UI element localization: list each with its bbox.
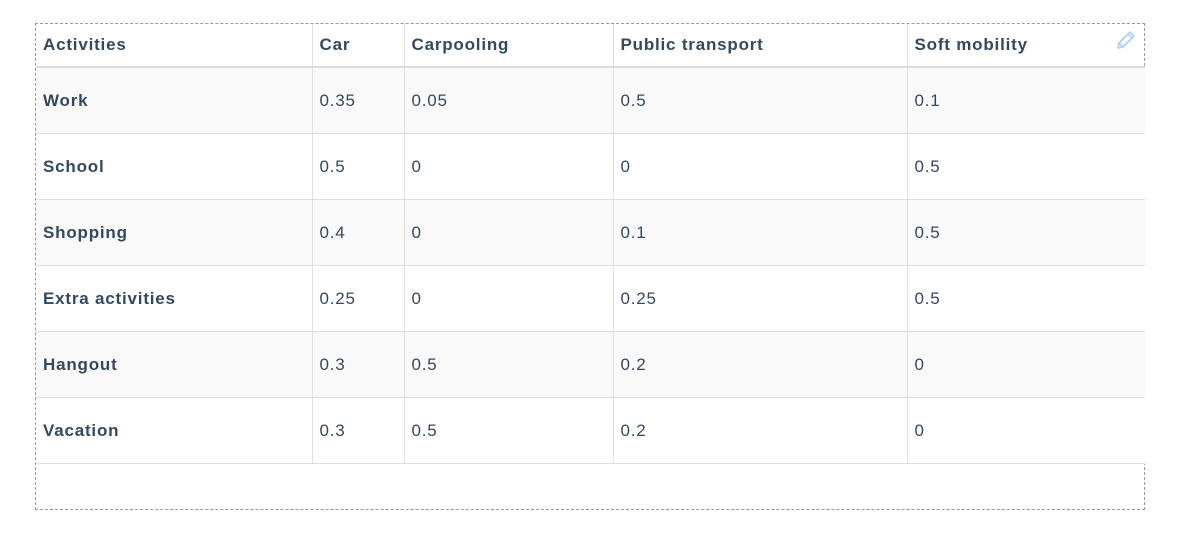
- row-label: Vacation: [36, 397, 313, 464]
- cell-carpooling: 0.5: [404, 331, 614, 398]
- cell-public-transport: 0.2: [613, 397, 908, 464]
- table-row: Shopping 0.4 0 0.1 0.5: [36, 199, 1145, 266]
- table-container: Activities Car Carpooling Public transpo…: [35, 23, 1145, 510]
- table-header-row: Activities Car Carpooling Public transpo…: [36, 24, 1145, 68]
- cell-car: 0.3: [312, 397, 405, 464]
- table-row: Vacation 0.3 0.5 0.2 0: [36, 397, 1145, 464]
- cell-car: 0.25: [312, 265, 405, 332]
- column-header-soft-mobility: Soft mobility: [907, 24, 1145, 68]
- row-label: School: [36, 133, 313, 200]
- cell-carpooling: 0: [404, 199, 614, 266]
- cell-carpooling: 0.05: [404, 67, 614, 134]
- cell-soft-mobility: 0.5: [907, 133, 1145, 200]
- cell-soft-mobility: 0.5: [907, 199, 1145, 266]
- cell-soft-mobility: 0.1: [907, 67, 1145, 134]
- cell-car: 0.35: [312, 67, 405, 134]
- column-header-car: Car: [312, 24, 405, 68]
- cell-public-transport: 0.2: [613, 331, 908, 398]
- column-header-public-transport: Public transport: [613, 24, 908, 68]
- cell-public-transport: 0: [613, 133, 908, 200]
- cell-public-transport: 0.5: [613, 67, 908, 134]
- cell-carpooling: 0: [404, 133, 614, 200]
- column-header-carpooling: Carpooling: [404, 24, 614, 68]
- table-row: Work 0.35 0.05 0.5 0.1: [36, 67, 1145, 134]
- cell-car: 0.4: [312, 199, 405, 266]
- cell-public-transport: 0.25: [613, 265, 908, 332]
- row-label: Shopping: [36, 199, 313, 266]
- row-label: Hangout: [36, 331, 313, 398]
- table-row: School 0.5 0 0 0.5: [36, 133, 1145, 200]
- cell-public-transport: 0.1: [613, 199, 908, 266]
- cell-soft-mobility: 0: [907, 397, 1145, 464]
- cell-carpooling: 0: [404, 265, 614, 332]
- pencil-icon: [1117, 31, 1135, 49]
- cell-carpooling: 0.5: [404, 397, 614, 464]
- data-table: Activities Car Carpooling Public transpo…: [36, 24, 1145, 464]
- column-header-activities: Activities: [36, 24, 313, 68]
- cell-car: 0.5: [312, 133, 405, 200]
- cell-car: 0.3: [312, 331, 405, 398]
- cell-soft-mobility: 0.5: [907, 265, 1145, 332]
- edit-table-button[interactable]: [1114, 28, 1138, 52]
- row-label: Extra activities: [36, 265, 313, 332]
- table-row: Hangout 0.3 0.5 0.2 0: [36, 331, 1145, 398]
- table-row: Extra activities 0.25 0 0.25 0.5: [36, 265, 1145, 332]
- cell-soft-mobility: 0: [907, 331, 1145, 398]
- row-label: Work: [36, 67, 313, 134]
